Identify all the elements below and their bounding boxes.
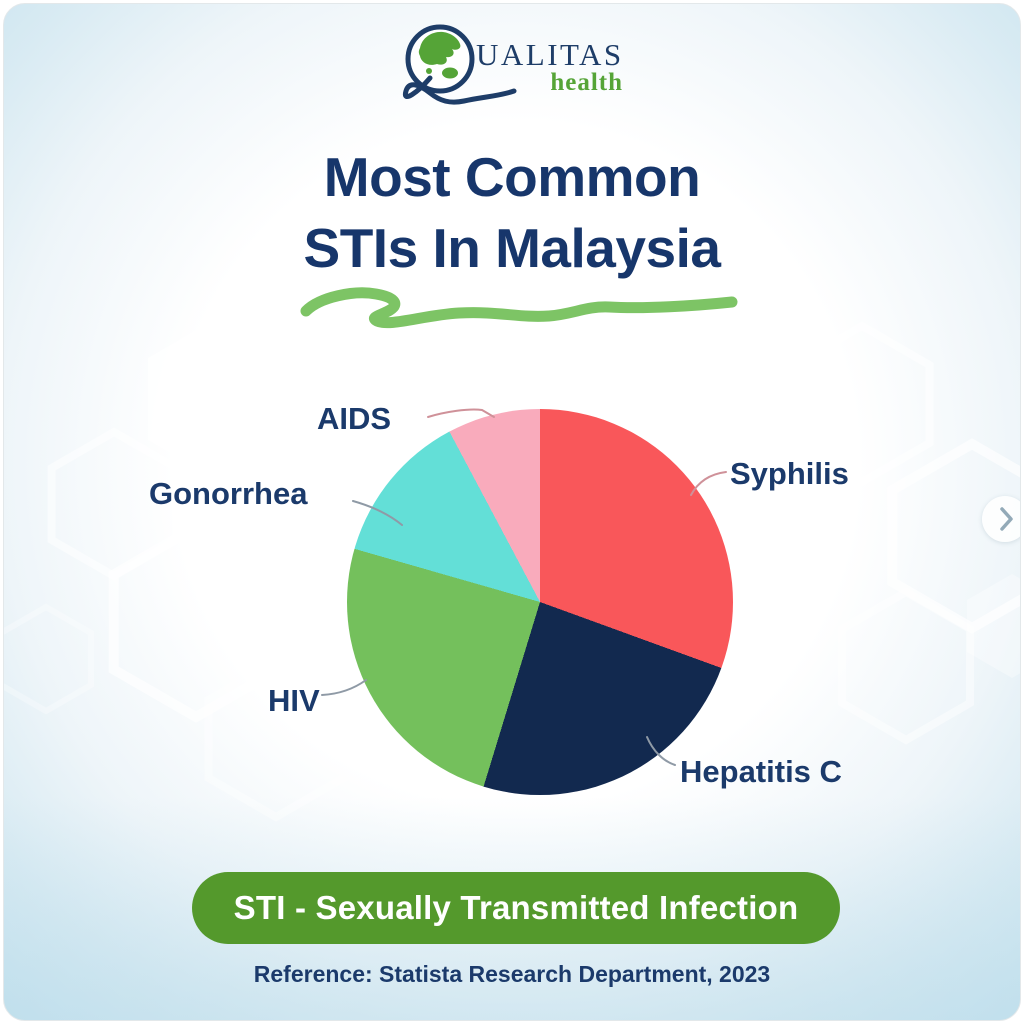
leader-line-hiv (321, 679, 367, 696)
pie-label-hepatitis-c: Hepatitis C (680, 754, 842, 789)
pie-label-aids: AIDS (317, 401, 392, 436)
page-title-line1: Most Common (323, 146, 701, 208)
hexagon-pattern (4, 317, 1020, 822)
infographic-card: UALITAS health Most Common STIs In Malay… (3, 3, 1021, 1021)
logo-wordmark: UALITAS (476, 37, 624, 72)
leader-line-aids (427, 408, 495, 418)
pie-chart (347, 409, 733, 795)
leader-line-gonorrhea (352, 500, 403, 526)
pie-label-hiv: HIV (268, 683, 320, 718)
title-underline-squiggle (300, 287, 738, 329)
leader-line-hepatitis-c (646, 736, 676, 766)
globe-australia-icon (442, 67, 458, 79)
pie-label-gonorrhea: Gonorrhea (149, 476, 308, 511)
leader-lines (321, 408, 727, 766)
globe-continents-icon (418, 31, 461, 65)
reference-text: Reference: Statista Research Department,… (253, 961, 771, 987)
leader-line-syphilis (690, 471, 727, 496)
logo-subtitle: health (550, 69, 623, 96)
carousel-next-button[interactable] (982, 496, 1020, 542)
page-title: Most Common STIs In Malaysia (4, 142, 1020, 284)
logo-q-swash (402, 75, 517, 105)
sti-definition-banner: STI - Sexually Transmitted Infection (192, 872, 840, 944)
qualitas-health-logo: UALITAS health (402, 24, 624, 105)
globe-island-icon (426, 68, 432, 74)
chevron-right-icon (1000, 507, 1013, 531)
page-title-line2: STIs In Malaysia (303, 217, 721, 279)
pie-label-syphilis: Syphilis (730, 456, 849, 491)
